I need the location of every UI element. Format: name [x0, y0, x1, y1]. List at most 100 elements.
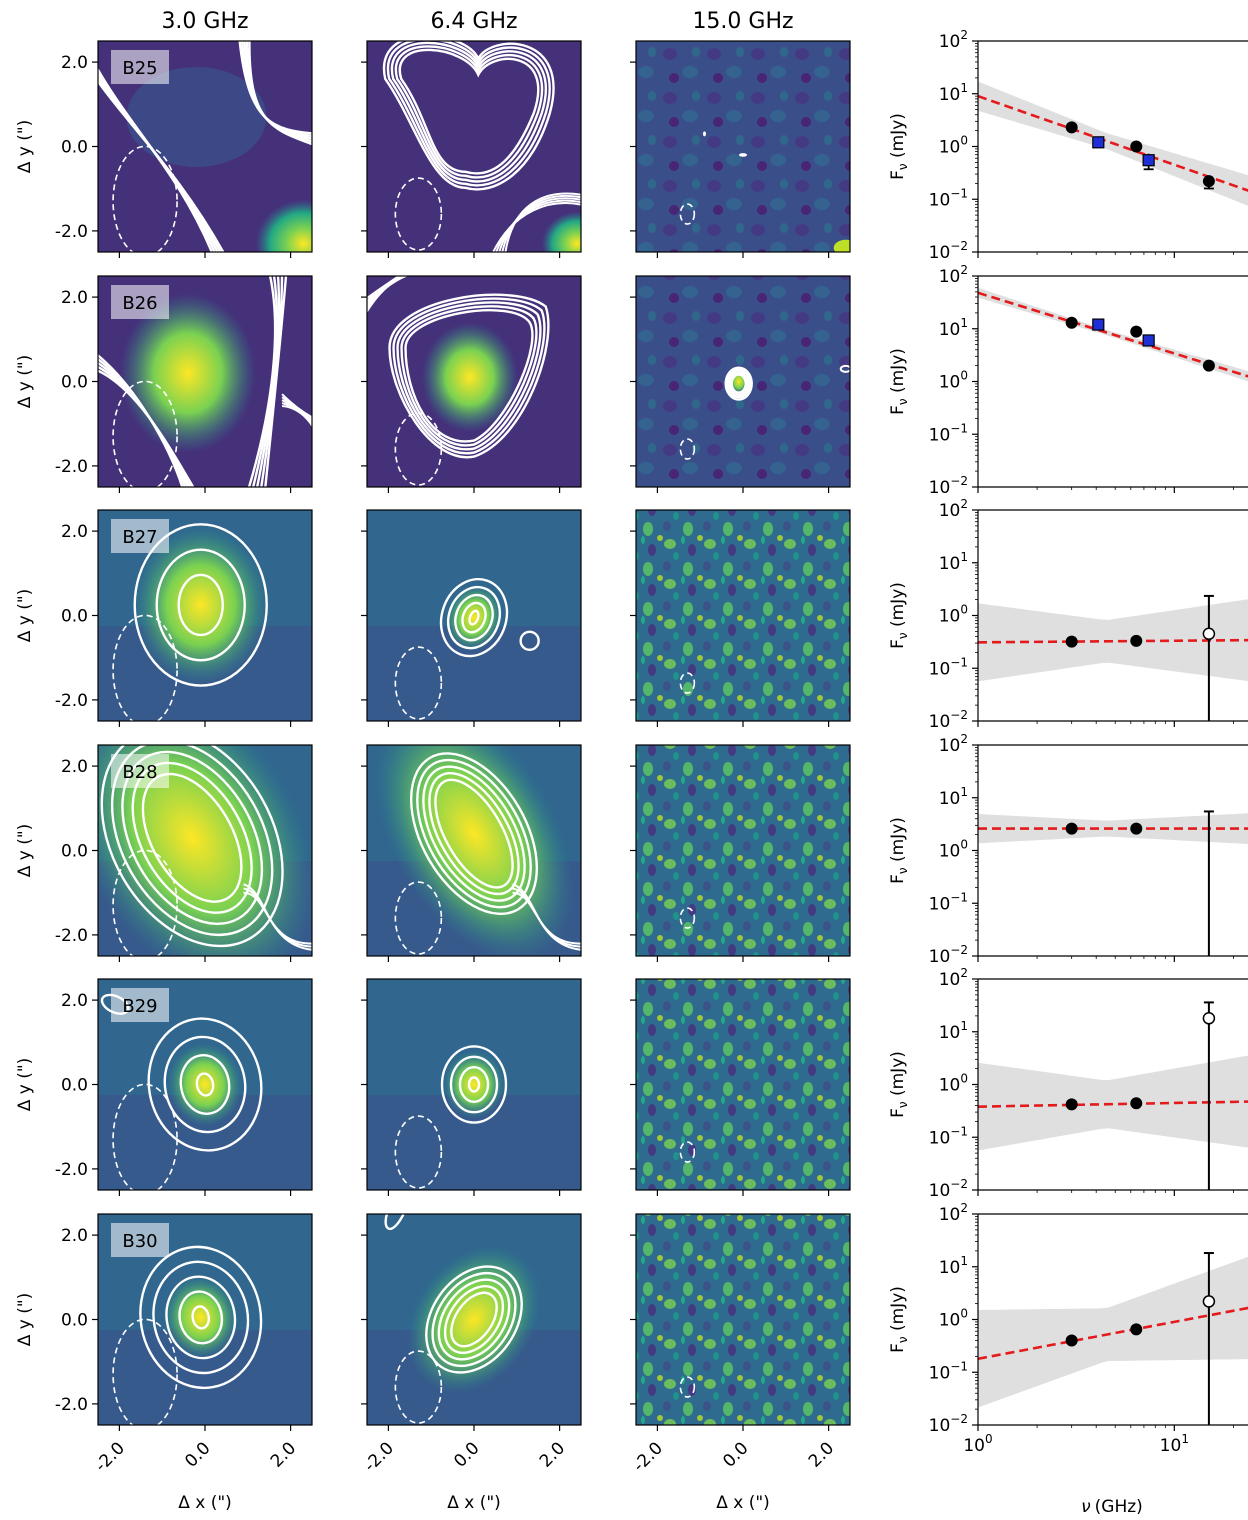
sed-point-B29-1: [1130, 1097, 1143, 1110]
row-B29: B29 2.0 0.0 -2.0 Δ y (") 102 101 100 10−1 10−2 Fν …: [15, 966, 1248, 1201]
image-panel-r3-c0: B28: [98, 745, 312, 956]
emission-blob: [119, 293, 256, 454]
sed-point-B30-0: [1065, 1334, 1078, 1347]
contour-r5-c1-2: [437, 1278, 511, 1361]
contour-r3-c1-1: [428, 772, 520, 896]
contour-r3-c1-0: [434, 778, 514, 889]
image-panel-r0-c2: [636, 41, 850, 252]
sed-point-B25-4: [1142, 154, 1155, 167]
image-background-r3-c2: [636, 745, 850, 956]
ytick-label-r2-2: -2.0: [55, 691, 88, 711]
image-panel-r3-c1: [367, 745, 581, 956]
contour-r0-c2-b: [739, 153, 747, 157]
contour-r1-c2-2: [726, 368, 751, 399]
sed-ytick-label-B27-2: 100: [939, 603, 968, 627]
source-label-B27: B27: [122, 527, 157, 548]
emission-blob: [255, 199, 312, 252]
sed-ytick-label-B29-3: 10−1: [929, 1124, 968, 1148]
sed-point-B26-4: [1142, 334, 1155, 347]
beam-ellipse-r3-c0: [112, 849, 178, 956]
ytick-label-r1-0: 2.0: [61, 288, 88, 308]
y-axis-label-r5: Δ y ("): [15, 1293, 35, 1347]
image-background-r5-c2: [636, 1214, 850, 1425]
sed-ytick-label-B25-2: 100: [939, 134, 968, 158]
sed-panel-B25: 102 101 100 10−1 10−2 Fν (mJy): [888, 28, 1248, 263]
contour-r2-c0-1: [155, 548, 246, 662]
sed-ytick-label-B28-4: 10−2: [929, 943, 968, 967]
sed-y-axis-label-B26: Fν (mJy): [888, 348, 910, 415]
image-panel-r3-c2: [636, 745, 850, 956]
image-panel-r1-c0: B26: [98, 276, 312, 487]
emission-blob: [833, 239, 850, 252]
image-panel-r2-c0: B27: [98, 510, 312, 721]
contour-r5-c1-4: [425, 1265, 523, 1374]
sed-ytick-label-B29-0: 102: [939, 966, 968, 990]
contour-r0-c0-b4: [248, 41, 312, 146]
source-label-bg-B28: [111, 754, 169, 788]
column-title-15ghz: 15.0 GHz: [692, 9, 793, 34]
x-axis-label-6ghz: Δ x ("): [447, 1493, 501, 1513]
image-panel-r5-c0: B30: [98, 1214, 312, 1425]
image-panel-r5-c2: [636, 1214, 850, 1425]
xtick-label-c2-0: -2.0: [629, 1438, 667, 1476]
contour-r0-c1-b4: [504, 192, 581, 252]
sed-ytick-label-B30-0: 102: [939, 1201, 968, 1225]
sed-plot-area-B29: [978, 1001, 1248, 1190]
sed-ytick-label-B26-1: 101: [939, 316, 968, 340]
sed-panel-B27: 102 101 100 10−1 10−2 Fν (mJy): [888, 497, 1248, 732]
emission-blob: [126, 66, 267, 167]
beam-ellipse-r2-c1: [394, 646, 443, 720]
sed-fit-band-B25: [978, 81, 1248, 206]
contour-r0-c0-a4: [98, 79, 225, 252]
sed-ytick-label-B25-4: 10−2: [929, 239, 968, 263]
sed-fit-line-B27: [978, 638, 1248, 644]
sed-y-axis-label-B29: Fν (mJy): [888, 1051, 910, 1118]
contour-r1-c0-a4: [98, 369, 195, 487]
row-B28: B28 2.0 0.0 -2.0 Δ y (") 102 101 100 10−1 10−2 Fν …: [15, 732, 1248, 967]
y-axis-label-r1: Δ y ("): [15, 355, 35, 409]
sed-ytick-label-B27-4: 10−2: [929, 708, 968, 732]
contour-r2-c1-extra: [519, 630, 540, 652]
contour-r4-c0-1: [179, 1054, 231, 1115]
contour-r3-c0-tail2: [243, 883, 312, 951]
beam-ellipse-r5-c0: [112, 1318, 178, 1425]
sed-ytick-label-B26-2: 100: [939, 369, 968, 393]
ytick-label-r3-2: -2.0: [55, 926, 88, 946]
contour-r0-c1-1: [394, 45, 544, 179]
column-title-6ghz: 6.4 GHz: [430, 9, 517, 34]
contour-r0-c1-0: [398, 48, 540, 175]
contour-r4-c1-3: [440, 1045, 508, 1124]
contour-r2-c1-2: [454, 593, 494, 642]
sed-fit-band-B29: [978, 1055, 1248, 1151]
sed-ytick-label-B29-4: 10−2: [929, 1177, 968, 1201]
contour-r4-c1-2: [449, 1055, 499, 1114]
sed-point-B30-2: [1202, 1295, 1216, 1308]
contour-r1-c1-3: [392, 297, 546, 455]
image-panel-r1-c2: [636, 276, 850, 487]
beam-ellipse-r2-c0: [112, 614, 178, 721]
contour-r4-c0-0: [195, 1072, 215, 1097]
source-label-B29: B29: [122, 996, 157, 1017]
sed-ytick-label-B29-1: 101: [939, 1019, 968, 1043]
sed-x-axis-unit: (GHz): [1095, 1497, 1143, 1517]
emission-blob: [421, 322, 518, 433]
sed-point-B25-0: [1065, 121, 1078, 134]
sed-point-B26-1: [1130, 325, 1143, 338]
beam-ellipse-r5-c2: [679, 1376, 696, 1398]
contour-r0-c1-4: [382, 41, 555, 191]
sed-fit-line-B25: [978, 94, 1248, 192]
xtick-label-c2-2: 2.0: [805, 1438, 838, 1471]
contour-r2-c1-1: [461, 601, 487, 634]
sed-panel-B29: 102 101 100 10−1 10−2 Fν (mJy): [888, 966, 1248, 1201]
source-label-bg-B27: [111, 519, 169, 553]
beam-ellipse-r0-c1: [394, 177, 443, 251]
beam-ellipse-r1-c0: [112, 380, 178, 487]
sed-point-B26-3: [1092, 318, 1105, 331]
sed-point-B26-0: [1065, 316, 1078, 329]
beam-ellipse-r3-c1: [394, 881, 443, 955]
image-panel-r2-c2: [636, 510, 850, 721]
sed-plot-area-B27: [978, 594, 1248, 721]
contour-r1-c1-1: [400, 305, 538, 447]
image-panel-r4-c0: B29: [98, 979, 312, 1190]
